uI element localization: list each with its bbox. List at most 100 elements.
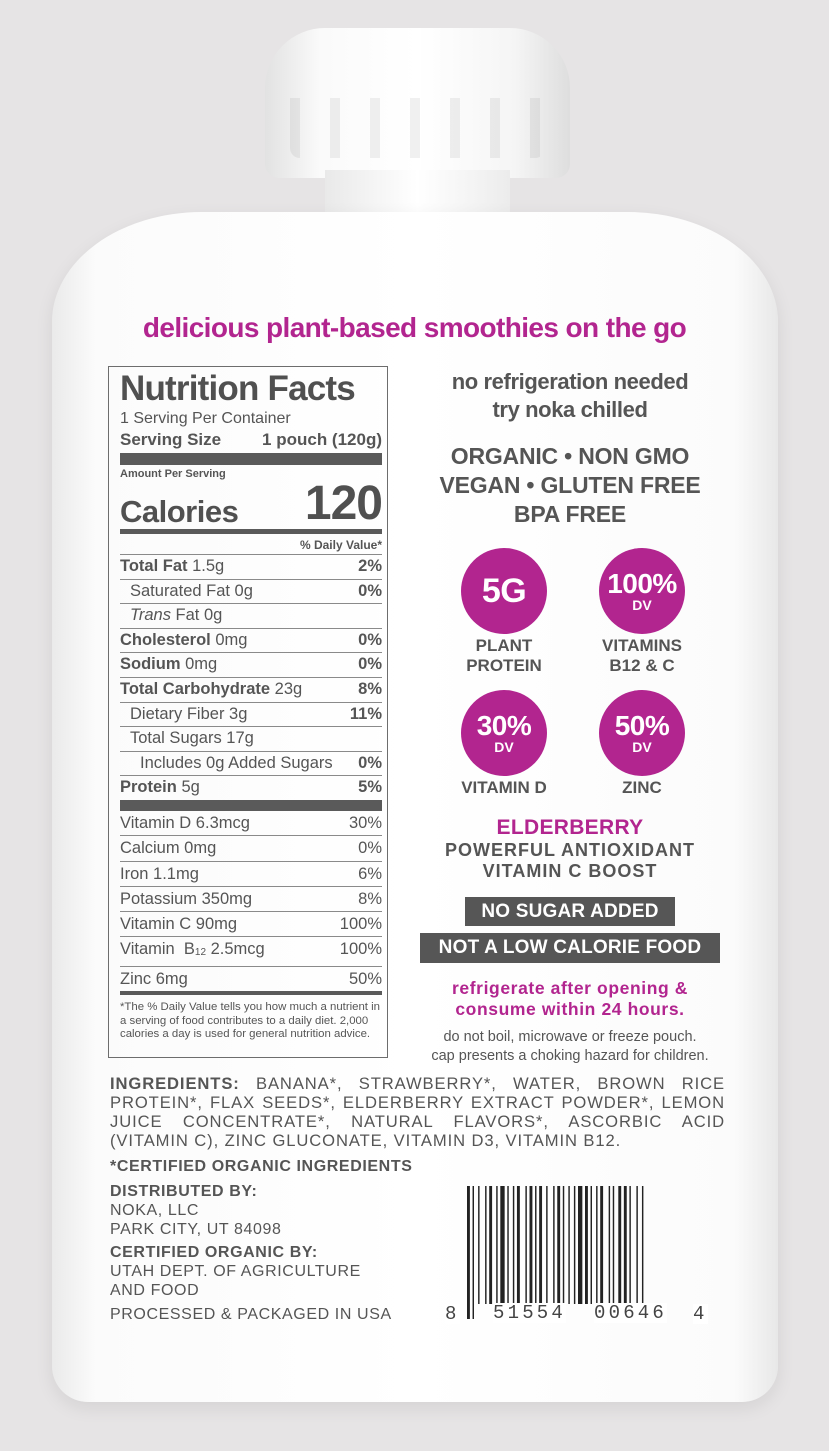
barcode-bar (641, 1186, 644, 1319)
barcode-bar (636, 1186, 638, 1319)
barcode-left-digits: 51554 (493, 1302, 567, 1324)
nutrition-facts-panel: Nutrition Facts 1 Serving Per Container … (108, 366, 388, 1058)
calories-row: Calories 120 (120, 477, 383, 530)
barcode-bar (539, 1186, 543, 1304)
serving-size-label: Serving Size (120, 430, 222, 449)
barcode-bar (590, 1186, 592, 1304)
storage-line-2: try noka chilled (492, 397, 648, 422)
daily-value-header: % Daily Value* (299, 538, 382, 552)
barcode-bar (500, 1186, 505, 1304)
caution-line-1: do not boil, microwave or freeze pouch. (443, 1029, 697, 1045)
cap-ridges (290, 98, 545, 158)
barcode-bars (467, 1186, 644, 1319)
certified-organic-note: *CERTIFIED ORGANIC INGREDIENTS (110, 1158, 413, 1175)
barcode-check-digit: 4 (693, 1303, 708, 1325)
distributor-block: DISTRIBUTED BY: NOKA, LLC PARK CITY, UT … (110, 1182, 281, 1239)
vitamin-row-potassium: Potassium 350mg 8% (120, 885, 382, 911)
barcode-bar (608, 1186, 611, 1304)
divider-thick (120, 453, 382, 465)
no-sugar-added-label: NO SUGAR ADDED (465, 897, 675, 926)
barcode-bar (553, 1186, 555, 1304)
elderberry-title: ELDERBERRY (496, 816, 644, 839)
nutrient-row-sodium: Sodium 0mg 0% (120, 652, 382, 677)
protein-badge: 5G (461, 548, 547, 634)
vitamin-row-b12: Vitamin B12 2.5mcg 100% (120, 936, 382, 965)
not-low-calorie-label: NOT A LOW CALORIE FOOD (420, 933, 720, 963)
barcode-bar (562, 1186, 565, 1319)
barcode-bar (596, 1186, 598, 1304)
ingredients-list: BANANA*, STRAWBERRY*, WATER, BROWN RICE … (110, 1074, 725, 1150)
refrigerate-line-1: refrigerate after opening & (452, 978, 688, 998)
nutrient-row-total-sugars: Total Sugars 17g (120, 726, 382, 751)
amount-per-serving: Amount Per Serving (120, 468, 226, 480)
nutrient-row-total-carbohydrate: Total Carbohydrate 23g 8% (120, 676, 382, 702)
storage-note: no refrigeration needed try noka chilled (405, 368, 735, 424)
servings-per-container: 1 Serving Per Container (120, 410, 291, 427)
claims-line-1: ORGANIC • NON GMO (450, 443, 690, 469)
zinc-badge: 50% DV (599, 690, 685, 776)
barcode-bar (512, 1186, 515, 1304)
barcode-bar (467, 1186, 470, 1319)
serving-size-value: 1 pouch (120g) (262, 430, 382, 449)
elderberry-line-1: POWERFUL ANTIOXIDANT (445, 840, 695, 860)
barcode-bar (507, 1186, 509, 1304)
claims-line-3: BPA FREE (513, 501, 627, 527)
nutrient-row-total-fat: Total Fat 1.5g 2% (120, 554, 382, 579)
elderberry-description: POWERFUL ANTIOXIDANT VITAMIN C BOOST (405, 840, 735, 882)
storage-line-1: no refrigeration needed (451, 369, 689, 394)
protein-badge-label: PLANT PROTEIN (466, 636, 542, 675)
zinc-badge-label: ZINC (622, 778, 662, 797)
calories-label: Calories (120, 494, 239, 529)
nutrient-row-trans-fat: Trans Fat 0g (120, 603, 382, 628)
nutrient-row-dietary-fiber: Dietary Fiber 3g 11% (120, 701, 382, 727)
divider-medium (120, 529, 382, 534)
certifier-block: CERTIFIED ORGANIC BY: UTAH DEPT. OF AGRI… (110, 1243, 361, 1300)
vitamin-row-calcium: Calcium 0mg 0% (120, 835, 382, 860)
refrigerate-instructions: refrigerate after opening & consume with… (405, 978, 735, 1020)
barcode-bar (585, 1186, 588, 1304)
vitamin-row-c: Vitamin C 90mg 100% (120, 911, 382, 936)
vitamins-b12-c-badge: 100% DV (599, 548, 685, 634)
vitamin-row-d: Vitamin D 6.3mcg 30% (120, 813, 382, 832)
vitamin-row-zinc: Zinc 6mg 50% (120, 965, 382, 991)
ingredients-label: INGREDIENTS: (110, 1074, 240, 1093)
barcode-bar (612, 1186, 615, 1304)
barcode-bar (516, 1186, 520, 1304)
barcode-bar (578, 1186, 583, 1304)
barcode-bar (496, 1186, 498, 1304)
divider-footnote (120, 991, 382, 996)
barcode-bar (525, 1186, 527, 1304)
barcode-bar (478, 1186, 480, 1304)
tagline: delicious plant-based smoothies on the g… (142, 312, 687, 343)
barcode-bar (629, 1186, 631, 1304)
vitamin-d-badge: 30% DV (461, 690, 547, 776)
barcode-bar (535, 1186, 537, 1304)
caution-text: do not boil, microwave or freeze pouch. … (410, 1028, 730, 1066)
barcode-bar (529, 1186, 533, 1304)
barcode-bar (573, 1186, 576, 1304)
vitamin-d-badge-label: VITAMIN D (461, 778, 547, 797)
product-claims: ORGANIC • NON GMO VEGAN • GLUTEN FREE BP… (405, 442, 735, 529)
barcode-bar (557, 1186, 561, 1319)
vitamins-badge-label: VITAMINS B12 & C (602, 636, 682, 675)
barcode-bar (489, 1186, 493, 1304)
barcode-bar (623, 1186, 627, 1304)
divider-thick-vitamins (120, 799, 382, 811)
barcode-right-digits: 00646 (594, 1302, 668, 1324)
barcode-bar (472, 1186, 474, 1319)
certifier-line-2: AND FOOD (110, 1282, 200, 1299)
calories-value: 120 (304, 477, 383, 530)
claims-line-2: VEGAN • GLUTEN FREE (439, 472, 701, 498)
refrigerate-line-2: consume within 24 hours. (455, 999, 685, 1019)
barcode-bar (600, 1186, 604, 1304)
origin-statement: PROCESSED & PACKAGED IN USA (110, 1306, 392, 1323)
daily-value-footnote: *The % Daily Value tells you how much a … (120, 1001, 381, 1041)
nutrient-row-protein: Protein 5g 5% (120, 775, 382, 800)
barcode-lead-digit: 8 (445, 1303, 460, 1325)
certifier-line-1: UTAH DEPT. OF AGRICULTURE (110, 1263, 361, 1280)
upc-barcode: 8 51554 00646 4 (445, 1186, 715, 1326)
barcode-bar (546, 1186, 548, 1304)
distributor-label: DISTRIBUTED BY: (110, 1183, 258, 1200)
ingredients-statement: INGREDIENTS: BANANA*, STRAWBERRY*, WATER… (110, 1074, 725, 1150)
barcode-bar (485, 1186, 487, 1304)
